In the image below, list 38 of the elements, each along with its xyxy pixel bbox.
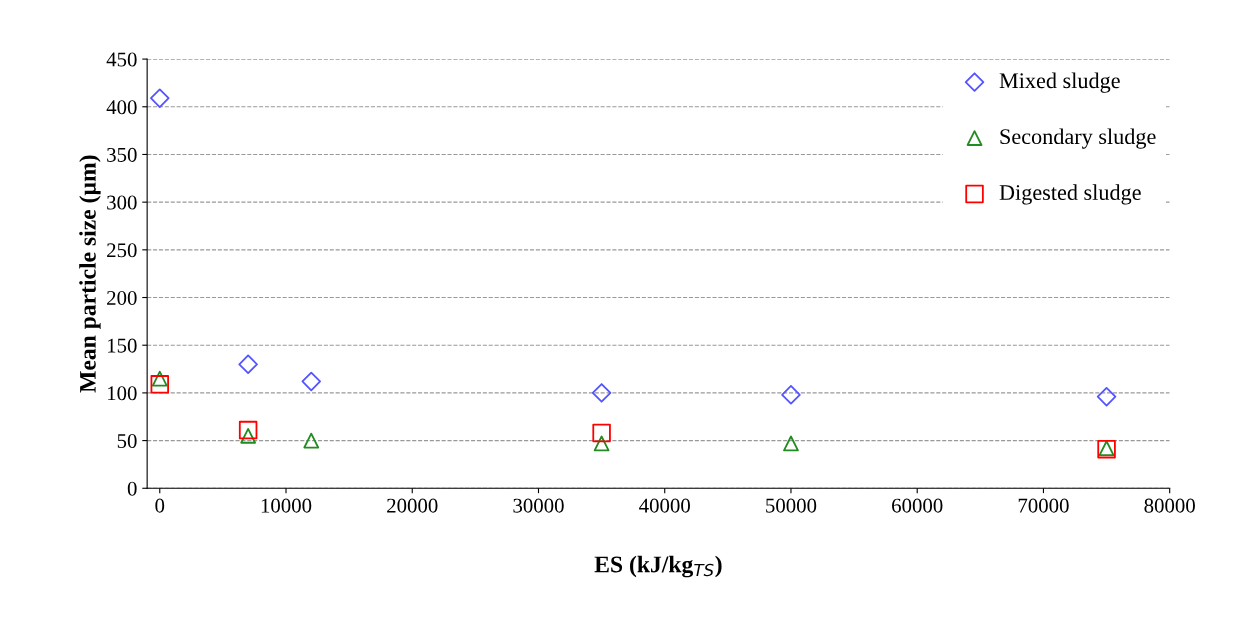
x-tick-label: 70000 (1018, 498, 1069, 513)
point (783, 435, 799, 452)
point (781, 385, 801, 405)
x-tick-label: 80000 (1144, 498, 1195, 513)
legend-label: Digested sludge (999, 184, 1141, 205)
x-tick-label: 50000 (766, 498, 817, 513)
point (238, 354, 258, 375)
y-tick-label: 250 (107, 243, 137, 258)
point (150, 375, 170, 394)
y-tick-label: 450 (106, 52, 137, 67)
point (240, 427, 256, 444)
y-tick-label: 150 (108, 338, 137, 353)
point (1096, 386, 1117, 407)
point (592, 423, 611, 443)
legend-label: Mixed sludge (999, 72, 1120, 93)
x-tick-label: 20000 (387, 498, 438, 513)
x-tick-label: 60000 (892, 498, 943, 513)
y-tick-label: 100 (108, 386, 137, 401)
point (150, 88, 170, 108)
y-tick-label: 0 (127, 481, 137, 496)
y-tick-label: 50 (117, 433, 137, 449)
x-tick-label: 40000 (639, 498, 690, 513)
y-tick-label: 350 (107, 147, 137, 162)
x-axis-title: ES (kJ/kg$_{TS}$) (594, 555, 722, 578)
point (238, 420, 258, 440)
point (591, 383, 612, 403)
legend-label: Secondary sludge (1000, 128, 1156, 149)
x-tick-label: 30000 (513, 498, 564, 513)
x-tick-label: 0 (155, 498, 165, 513)
y-tick-label: 200 (107, 290, 137, 305)
y-tick-label: 400 (106, 100, 137, 115)
x-tick-label: 10000 (261, 498, 312, 513)
point (151, 370, 168, 387)
y-axis-title: Mean particle size (µm) (79, 155, 101, 393)
point (593, 435, 610, 452)
point (303, 432, 320, 449)
y-tick-label: 300 (107, 195, 137, 210)
point (301, 371, 322, 392)
